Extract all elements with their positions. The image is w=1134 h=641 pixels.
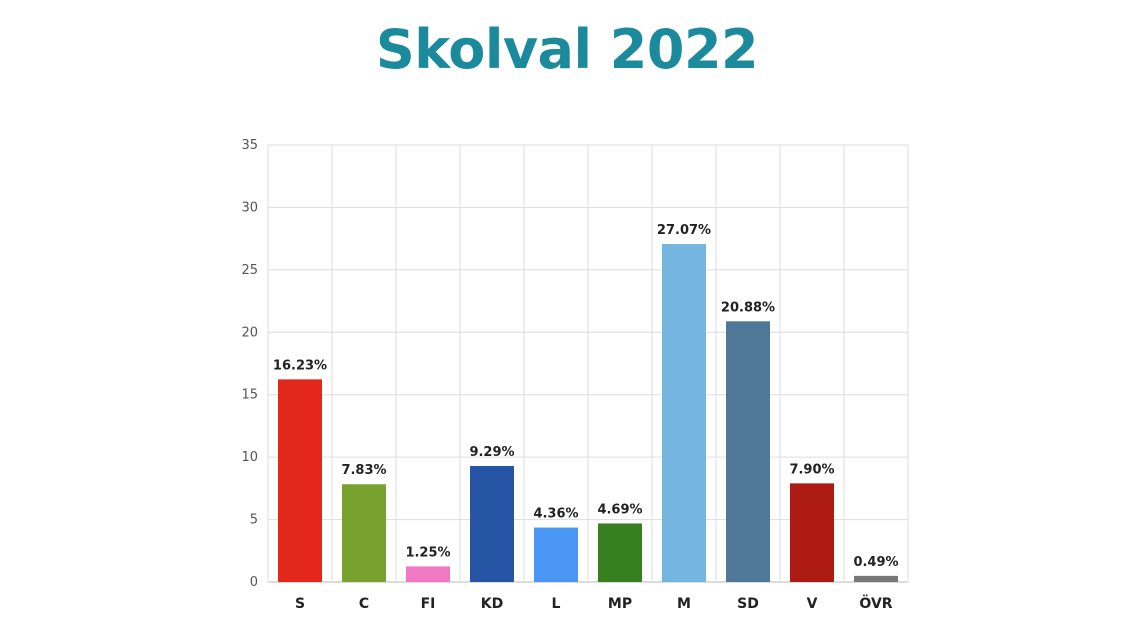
x-tick-label: M	[677, 596, 691, 612]
data-label: 4.69%	[597, 502, 642, 517]
x-tick-label: SD	[737, 596, 759, 612]
data-label: 9.29%	[469, 445, 514, 460]
x-tick-label: L	[552, 596, 561, 612]
y-tick-label: 25	[241, 263, 258, 278]
bar-mp	[598, 523, 642, 582]
y-tick-label: 5	[250, 513, 258, 528]
y-tick-label: 30	[241, 200, 258, 215]
bar-kd	[470, 466, 514, 582]
data-label: 7.83%	[341, 463, 386, 478]
data-label: 4.36%	[533, 507, 578, 522]
data-labels: 16.23% 7.83% 1.25% 9.29% 4.36% 4.69% 27.07% 20.…	[273, 223, 899, 570]
y-axis-ticks: 0 5 10 15 20 25 30 35	[241, 138, 258, 590]
gridlines	[267, 144, 909, 583]
y-tick-label: 35	[241, 138, 258, 153]
x-tick-label: S	[295, 596, 305, 612]
bar-c	[342, 484, 386, 582]
bar-v	[790, 483, 834, 582]
chart-title: Skolval 2022	[375, 18, 759, 81]
bars	[278, 244, 898, 582]
bar-övr	[854, 575, 898, 582]
data-label: 16.23%	[273, 358, 327, 373]
x-tick-label: KD	[481, 596, 503, 612]
bar-sd	[726, 321, 770, 582]
data-label: 7.90%	[789, 462, 834, 477]
data-label: 20.88%	[721, 300, 775, 315]
bar-m	[662, 244, 706, 582]
x-tick-label: C	[359, 596, 369, 612]
x-tick-label: MP	[608, 596, 632, 612]
data-label: 1.25%	[405, 545, 450, 560]
x-tick-label: ÖVR	[859, 594, 892, 612]
data-label: 0.49%	[853, 555, 898, 570]
x-axis-ticks: S C FI KD L MP M SD V ÖVR	[295, 594, 893, 612]
x-tick-label: FI	[421, 596, 436, 612]
bar-fi	[406, 566, 450, 582]
x-tick-label: V	[807, 596, 818, 612]
y-tick-label: 15	[241, 388, 258, 403]
bar-l	[534, 527, 578, 582]
bar-s	[278, 379, 322, 582]
data-label: 27.07%	[657, 223, 711, 238]
y-tick-label: 0	[250, 575, 258, 590]
y-tick-label: 10	[241, 450, 258, 465]
y-tick-label: 20	[241, 325, 258, 340]
